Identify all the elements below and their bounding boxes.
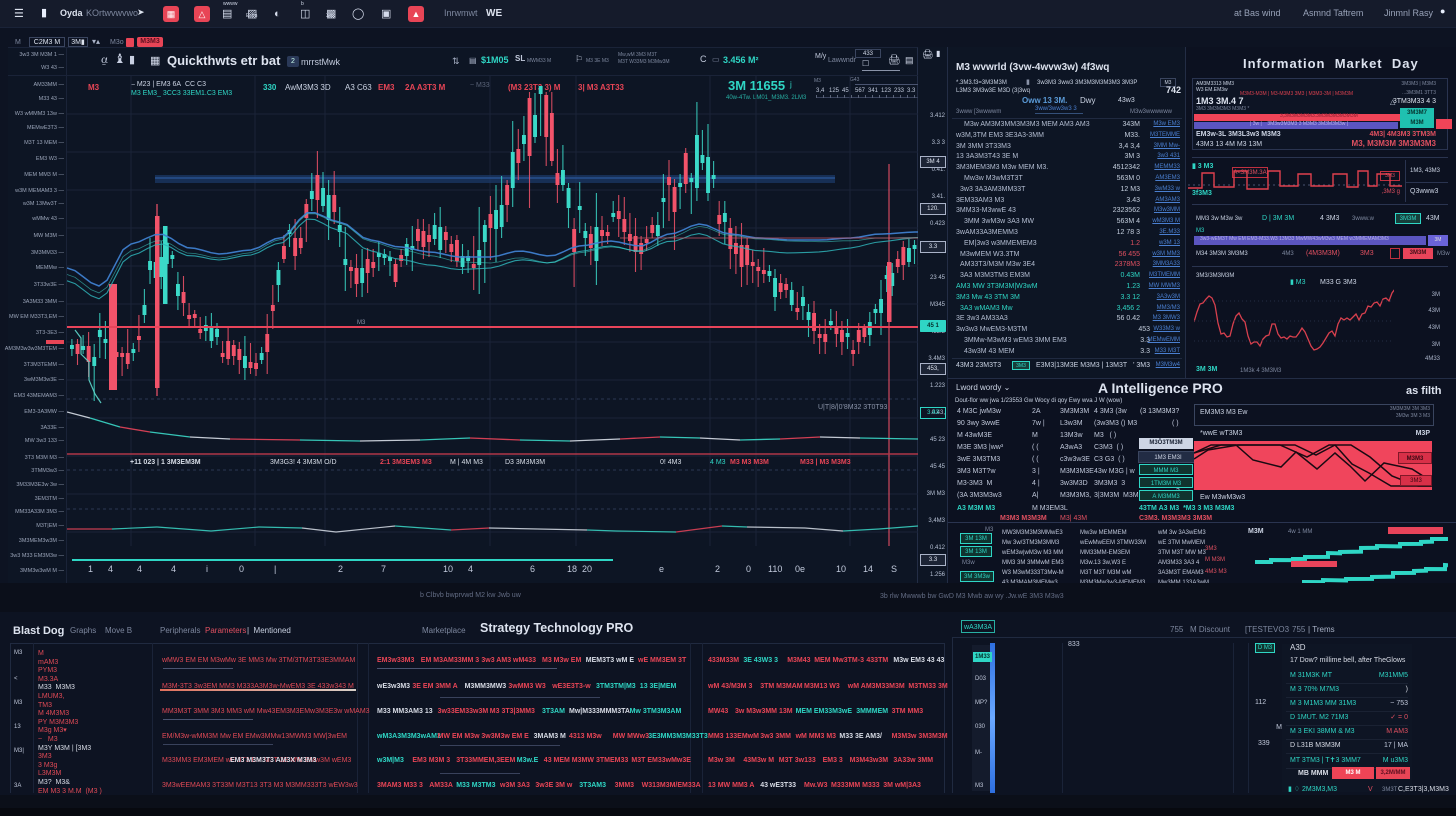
svg-text:M3: M3 [357, 320, 366, 326]
